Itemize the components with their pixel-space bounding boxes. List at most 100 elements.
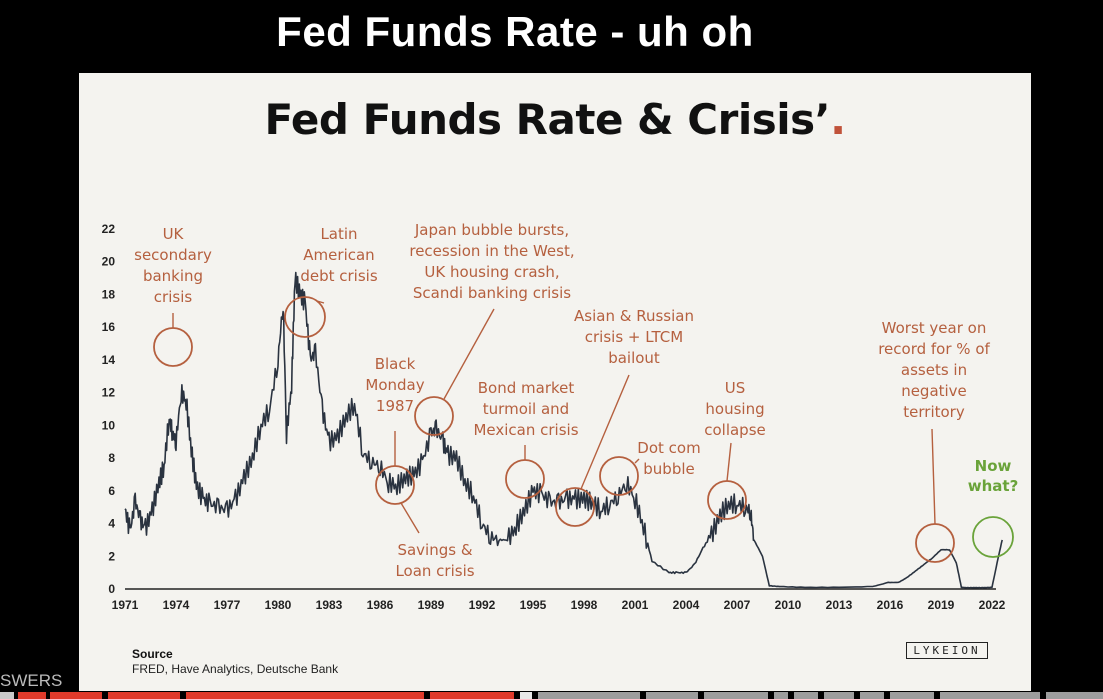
annotation-10-line-1: what? <box>968 477 1019 495</box>
x-tick-label-7: 1992 <box>469 598 496 612</box>
x-tick-label-6: 1989 <box>418 598 445 612</box>
x-tick-label-16: 2019 <box>928 598 955 612</box>
annotation-8-line-1: housing <box>705 400 764 418</box>
chart-title-dot: . <box>830 95 846 144</box>
x-tick-label-8: 1995 <box>520 598 547 612</box>
x-tick-label-4: 1983 <box>316 598 343 612</box>
x-tick-label-14: 2013 <box>826 598 853 612</box>
slide-panel: Fed Funds Rate & Crisis’. 0 2 4 6 8 10 12 14 16 1… <box>79 73 1031 691</box>
x-tick-label-2: 1977 <box>214 598 241 612</box>
y-tick-label-9: 18 <box>102 287 116 301</box>
annotation-leader-8 <box>726 442 732 482</box>
annotation-6: Asian & Russian crisis + LTCM bailout <box>574 307 694 367</box>
annotation-0-line-1: secondary <box>134 246 212 264</box>
annotation-circle-6 <box>555 487 595 527</box>
annotation-4: Savings & Loan crisis <box>395 541 474 580</box>
source-heading: Source <box>132 647 173 661</box>
annotation-2-line-2: UK housing crash, <box>424 263 559 281</box>
annotation-6-line-2: bailout <box>608 349 660 367</box>
annotation-1-line-2: debt crisis <box>300 267 377 285</box>
annotation-4-line-1: Loan crisis <box>395 562 474 580</box>
annotation-5-line-2: Mexican crisis <box>473 421 578 439</box>
y-tick-label-11: 22 <box>102 222 116 236</box>
bottom-progress-bar <box>0 692 1103 699</box>
annotation-7-line-0: Dot com <box>637 439 700 457</box>
annotation-leader-6 <box>580 374 630 490</box>
annotation-8-line-0: US <box>725 379 746 397</box>
x-tick-label-3: 1980 <box>265 598 292 612</box>
x-tick-label-0: 1971 <box>112 598 139 612</box>
annotation-9-line-0: Worst year on <box>882 319 987 337</box>
annotation-leader-7 <box>634 458 640 464</box>
annotation-3: Black Monday 1987 <box>365 355 424 415</box>
chart-title-text: Fed Funds Rate & Crisis’ <box>264 95 831 144</box>
annotation-9-line-4: territory <box>903 403 965 421</box>
annotation-circle-10 <box>972 516 1014 558</box>
side-label: SWERS <box>0 671 63 690</box>
annotation-9-line-3: negative <box>901 382 967 400</box>
series-line-0 <box>124 271 1003 589</box>
annotation-10-line-0: Now <box>975 457 1012 475</box>
y-tick-label-8: 16 <box>102 320 116 334</box>
x-tick-label-12: 2007 <box>724 598 751 612</box>
annotation-leader-9 <box>931 428 936 525</box>
x-tick-label-13: 2010 <box>775 598 802 612</box>
annotation-3-line-0: Black <box>375 355 416 373</box>
annotation-0-line-0: UK <box>163 225 185 243</box>
annotation-circle-5 <box>505 459 545 499</box>
annotation-2: Japan bubble bursts, recession in the Wes… <box>409 221 574 302</box>
annotation-8-line-2: collapse <box>704 421 766 439</box>
annotation-1: Latin American debt crisis <box>300 225 377 285</box>
annotation-0-line-3: crisis <box>154 288 193 306</box>
y-tick-label-3: 6 <box>108 484 115 498</box>
annotation-7: Dot com bubble <box>637 439 700 478</box>
annotation-5-line-1: turmoil and <box>483 400 569 418</box>
annotation-6-line-0: Asian & Russian <box>574 307 694 325</box>
annotation-6-line-1: crisis + LTCM <box>585 328 683 346</box>
annotation-5-line-0: Bond market <box>478 379 575 397</box>
annotation-3-line-1: Monday <box>365 376 424 394</box>
y-tick-label-4: 8 <box>108 451 115 465</box>
annotation-9: Worst year on record for % of assets in neg… <box>878 319 990 421</box>
annotation-leader-2 <box>443 308 495 400</box>
y-tick-label-0: 0 <box>108 582 115 596</box>
annotation-circle-7 <box>599 456 639 496</box>
annotation-circle-1 <box>284 296 326 338</box>
x-tick-label-10: 2001 <box>622 598 649 612</box>
annotation-7-line-1: bubble <box>643 460 694 478</box>
y-tick-label-6: 12 <box>102 386 116 400</box>
x-tick-label-9: 1998 <box>571 598 598 612</box>
annotation-3-line-2: 1987 <box>376 397 414 415</box>
annotation-0-line-2: banking <box>143 267 203 285</box>
chart-title: Fed Funds Rate & Crisis’. <box>79 95 1031 144</box>
annotation-1-line-0: Latin <box>320 225 357 243</box>
annotation-2-line-0: Japan bubble bursts, <box>414 221 569 239</box>
slide-title: Fed Funds Rate - uh oh <box>276 8 754 55</box>
y-tick-label-5: 10 <box>102 418 116 432</box>
x-tick-label-11: 2004 <box>673 598 700 612</box>
y-tick-label-2: 4 <box>108 517 115 531</box>
source-text: FRED, Have Analytics, Deutsche Bank <box>132 662 339 676</box>
y-tick-label-1: 2 <box>108 549 115 563</box>
annotation-leader-4 <box>400 502 420 534</box>
annotation-4-line-0: Savings & <box>397 541 472 559</box>
annotation-9-line-1: record for % of <box>878 340 990 358</box>
x-tick-label-1: 1974 <box>163 598 190 612</box>
annotation-1-line-1: American <box>303 246 374 264</box>
x-tick-label-5: 1986 <box>367 598 394 612</box>
annotation-circle-0 <box>153 327 193 367</box>
x-tick-label-17: 2022 <box>979 598 1006 612</box>
annotation-0: UK secondary banking crisis <box>134 225 212 306</box>
x-tick-label-15: 2016 <box>877 598 904 612</box>
annotation-5: Bond market turmoil and Mexican crisis <box>473 379 578 439</box>
annotation-8: US housing collapse <box>704 379 766 439</box>
y-tick-label-10: 20 <box>102 255 116 269</box>
lykeion-logo: LYKEION <box>906 642 988 659</box>
annotation-2-line-3: Scandi banking crisis <box>413 284 571 302</box>
annotation-2-line-1: recession in the West, <box>409 242 574 260</box>
y-tick-label-7: 14 <box>102 353 116 367</box>
annotation-9-line-2: assets in <box>901 361 967 379</box>
annotation-10: Now what? <box>968 457 1019 495</box>
annotation-circle-2 <box>414 396 454 436</box>
